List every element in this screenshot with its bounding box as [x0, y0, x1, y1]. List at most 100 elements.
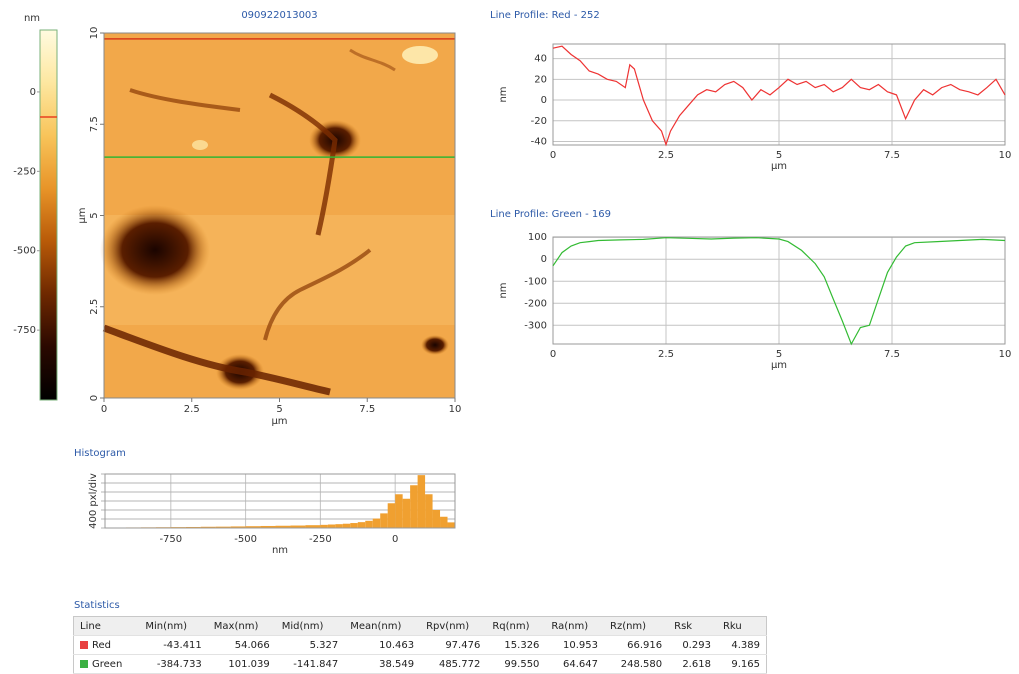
y-tick-label: -300	[524, 320, 547, 331]
cell: -141.847	[275, 654, 345, 674]
histogram-bar	[417, 475, 426, 528]
cell: -43.411	[139, 635, 208, 655]
y-tick-label: -200	[524, 298, 547, 309]
colorbar-tick-label: -750	[13, 325, 36, 336]
x-tick-label: 7.5	[884, 150, 900, 161]
histogram-bar	[440, 516, 448, 528]
y-tick-label: 10	[89, 27, 100, 40]
y-axis-label: µm	[77, 207, 88, 223]
image-crack	[268, 92, 338, 236]
x-tick-label: 10	[449, 404, 462, 415]
x-tick-label: 7.5	[884, 349, 900, 360]
x-tick-label: 0	[550, 150, 556, 161]
cell: 10.953	[545, 635, 604, 655]
histogram-bar	[395, 494, 403, 528]
colorbar-tick-label: -250	[13, 166, 36, 177]
data-row: Green -384.733 101.039 -141.847 38.549 485.77…	[73, 654, 767, 674]
histogram-bar	[290, 525, 306, 528]
header-cell: Mid(nm)	[275, 616, 345, 636]
histogram-bar	[335, 524, 343, 528]
y-tick-label: -40	[531, 136, 547, 147]
plot-frame	[104, 473, 456, 529]
cell: Green	[73, 654, 140, 674]
histogram-bar	[215, 526, 231, 528]
x-tick-label: 0	[101, 404, 107, 415]
histogram-bar	[260, 525, 276, 528]
histogram-bar	[320, 524, 328, 528]
image-title: 090922013003	[241, 10, 317, 21]
image-crack	[102, 324, 331, 396]
header-cell: Rq(nm)	[486, 616, 546, 636]
histogram-bar	[185, 526, 201, 528]
x-tick-label: -750	[159, 534, 182, 545]
histogram-bar	[357, 522, 366, 528]
cell: 38.549	[344, 654, 421, 674]
cell: 10.463	[344, 635, 421, 655]
x-tick-label: 2.5	[184, 404, 200, 415]
histogram-bar	[275, 525, 291, 528]
histogram-bar	[350, 523, 358, 528]
histogram-bar	[230, 526, 246, 528]
header-cell: Rz(nm)	[604, 616, 669, 636]
y-tick-label: 20	[534, 74, 547, 85]
cell: 15.326	[486, 635, 546, 655]
data-row: Red -43.411 54.066 5.327 10.463 97.476 15.326 1…	[73, 635, 767, 655]
line-name: Red	[92, 639, 111, 651]
y-tick-label: 0	[541, 254, 547, 265]
cell: 5.327	[275, 635, 345, 655]
x-tick-label: 7.5	[359, 404, 375, 415]
x-tick-label: 5	[776, 150, 782, 161]
y-axis-label: nm	[498, 86, 509, 102]
cell: 9.165	[716, 654, 767, 674]
cell: -384.733	[139, 654, 208, 674]
x-tick-label: 0	[550, 349, 556, 360]
cell: 101.039	[207, 654, 276, 674]
histogram-bar	[245, 526, 261, 528]
line-name: Green	[92, 658, 123, 670]
cell: Red	[73, 635, 140, 655]
header-row: Line Min(nm) Max(nm) Mid(nm) Mean(nm) Rpv(nm)…	[73, 616, 767, 636]
statistics-title: Statistics	[74, 600, 120, 611]
image-pit	[421, 335, 449, 355]
image-crack	[129, 88, 241, 112]
x-tick-label: -250	[309, 534, 332, 545]
header-cell: Min(nm)	[139, 616, 208, 636]
profile-line	[552, 237, 1006, 346]
histogram-bar	[327, 524, 336, 528]
image-crack	[263, 248, 372, 341]
header-cell: Ra(nm)	[545, 616, 604, 636]
histogram-bar	[410, 485, 418, 528]
statistics-table: Line Min(nm) Max(nm) Mid(nm) Mean(nm) Rpv(nm)…	[73, 616, 767, 674]
cell: 485.772	[420, 654, 487, 674]
line-swatch	[80, 659, 88, 668]
image-feature	[192, 140, 208, 150]
chart-title: Line Profile: Red - 252	[490, 10, 600, 21]
y-axis-label: nm	[498, 282, 509, 298]
histogram-bar	[305, 525, 321, 528]
y-tick-label: 0	[89, 395, 100, 401]
histogram-bar	[342, 523, 351, 528]
x-tick-label: 0	[392, 534, 398, 545]
cell: 66.916	[604, 635, 669, 655]
image-feature	[402, 46, 438, 64]
histogram-bar	[200, 526, 216, 528]
x-axis-label: µm	[271, 416, 287, 427]
y-tick-label: 5	[89, 212, 100, 218]
y-tick-label: 100	[528, 232, 547, 243]
y-tick-label: 0	[541, 95, 547, 106]
header-cell: Rsk	[668, 616, 717, 636]
histogram-bar	[387, 503, 396, 528]
chart-title: Histogram	[74, 448, 126, 459]
cell: 2.618	[668, 654, 717, 674]
x-axis-label: µm	[771, 360, 787, 371]
colorbar-unit: nm	[24, 13, 40, 24]
header-cell: Mean(nm)	[344, 616, 421, 636]
histogram-bar	[425, 494, 433, 528]
colorbar-tick-label: 0	[30, 87, 36, 98]
y-tick-label: 40	[534, 54, 547, 65]
histogram-bar	[365, 520, 373, 528]
histogram-bar	[372, 518, 381, 528]
